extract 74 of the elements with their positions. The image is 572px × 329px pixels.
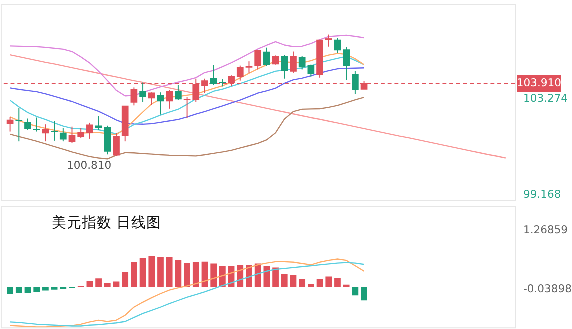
- y-tick-label: 1.26859: [524, 223, 568, 236]
- bar: [290, 274, 297, 288]
- bar: [96, 278, 102, 288]
- line-series: [10, 96, 365, 160]
- line-series: [10, 68, 365, 125]
- bar: [343, 284, 350, 288]
- candlestick: [86, 122, 94, 140]
- candlestick: [236, 65, 244, 82]
- candlestick: [166, 89, 174, 110]
- bar: [42, 287, 49, 291]
- bar: [104, 283, 111, 288]
- bar: [334, 278, 341, 288]
- candlestick: [60, 128, 67, 142]
- bar: [24, 287, 32, 293]
- candlestick: [16, 108, 23, 142]
- ref-line-label: 103.910: [516, 76, 562, 90]
- bar: [316, 279, 324, 288]
- bar: [122, 272, 129, 288]
- bar: [361, 287, 368, 301]
- bar: [299, 279, 306, 288]
- candlestick: [264, 47, 270, 67]
- y-tick-label: 99.168: [524, 188, 562, 201]
- line-series: [10, 54, 506, 159]
- candlestick: [175, 84, 182, 101]
- annotation: 100.810: [67, 158, 112, 172]
- bar: [281, 274, 288, 288]
- candlestick: [281, 54, 288, 80]
- bar: [210, 264, 218, 288]
- candlestick: [95, 116, 102, 131]
- candlestick: [42, 124, 50, 142]
- bar: [184, 263, 190, 288]
- candlestick: [334, 38, 342, 54]
- bar: [326, 276, 332, 288]
- bar: [113, 282, 120, 288]
- bar: [272, 268, 279, 288]
- bar: [308, 284, 314, 288]
- candlestick: [343, 47, 350, 81]
- bar: [34, 287, 40, 292]
- candlestick: [246, 61, 253, 74]
- candlestick: [148, 92, 156, 106]
- candlestick: [113, 132, 120, 157]
- candlestick: [51, 120, 58, 142]
- bar: [192, 262, 200, 288]
- candlestick: [104, 125, 112, 156]
- y-tick-label: -0.03898: [524, 282, 572, 296]
- candlestick: [325, 34, 332, 48]
- candlestick: [33, 117, 40, 132]
- y-tick-label: 103.274: [524, 92, 568, 106]
- bar: [148, 256, 156, 288]
- candlestick: [157, 92, 164, 116]
- bar: [7, 287, 14, 294]
- candlestick: [298, 56, 306, 70]
- bar: [131, 262, 138, 288]
- bar: [352, 287, 359, 296]
- bar: [140, 258, 146, 288]
- candlestick: [210, 64, 218, 86]
- candlestick: [130, 87, 138, 106]
- candlestick: [272, 55, 280, 66]
- candlestick: [184, 96, 191, 119]
- bar: [158, 257, 164, 288]
- candlestick: [290, 51, 297, 74]
- candlestick: [24, 118, 32, 131]
- candlestick: [68, 126, 76, 144]
- candlestick: [308, 64, 315, 78]
- candlestick: [6, 116, 14, 132]
- bar: [16, 287, 22, 294]
- candlestick: [140, 82, 146, 103]
- candlestick: [352, 70, 359, 95]
- bar: [166, 257, 173, 288]
- bar: [175, 260, 182, 288]
- candlestick: [78, 128, 85, 139]
- text: 美元指数 日线图: [52, 214, 162, 232]
- candlestick: [254, 50, 262, 70]
- bar: [51, 287, 58, 290]
